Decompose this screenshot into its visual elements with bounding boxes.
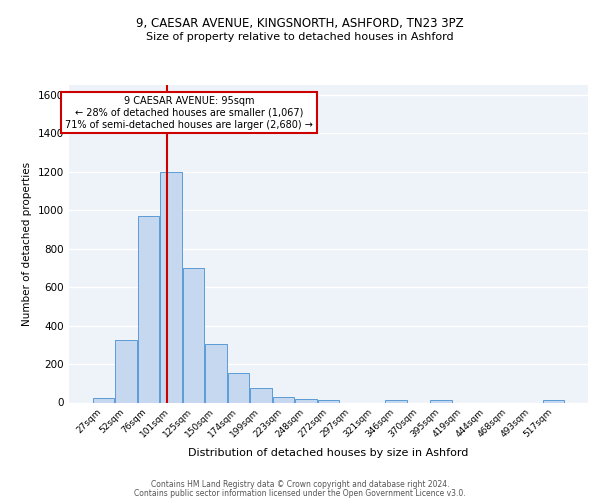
Text: Contains public sector information licensed under the Open Government Licence v3: Contains public sector information licen… [134,488,466,498]
Bar [318,400,339,402]
Text: 9 CAESAR AVENUE: 95sqm
← 28% of detached houses are smaller (1,067)
71% of semi-: 9 CAESAR AVENUE: 95sqm ← 28% of detached… [65,96,313,130]
X-axis label: Distribution of detached houses by size in Ashford: Distribution of detached houses by size … [188,448,469,458]
Bar [273,396,294,402]
Bar [205,344,227,403]
Y-axis label: Number of detached properties: Number of detached properties [22,162,32,326]
Bar [160,172,182,402]
Bar [115,340,137,402]
Bar [92,398,114,402]
Text: Size of property relative to detached houses in Ashford: Size of property relative to detached ho… [146,32,454,42]
Bar [228,372,249,402]
Text: Contains HM Land Registry data © Crown copyright and database right 2024.: Contains HM Land Registry data © Crown c… [151,480,449,489]
Bar [250,388,272,402]
Text: 9, CAESAR AVENUE, KINGSNORTH, ASHFORD, TN23 3PZ: 9, CAESAR AVENUE, KINGSNORTH, ASHFORD, T… [136,18,464,30]
Bar [137,216,159,402]
Bar [543,400,565,402]
Bar [430,400,452,402]
Bar [295,398,317,402]
Bar [385,400,407,402]
Bar [182,268,204,402]
